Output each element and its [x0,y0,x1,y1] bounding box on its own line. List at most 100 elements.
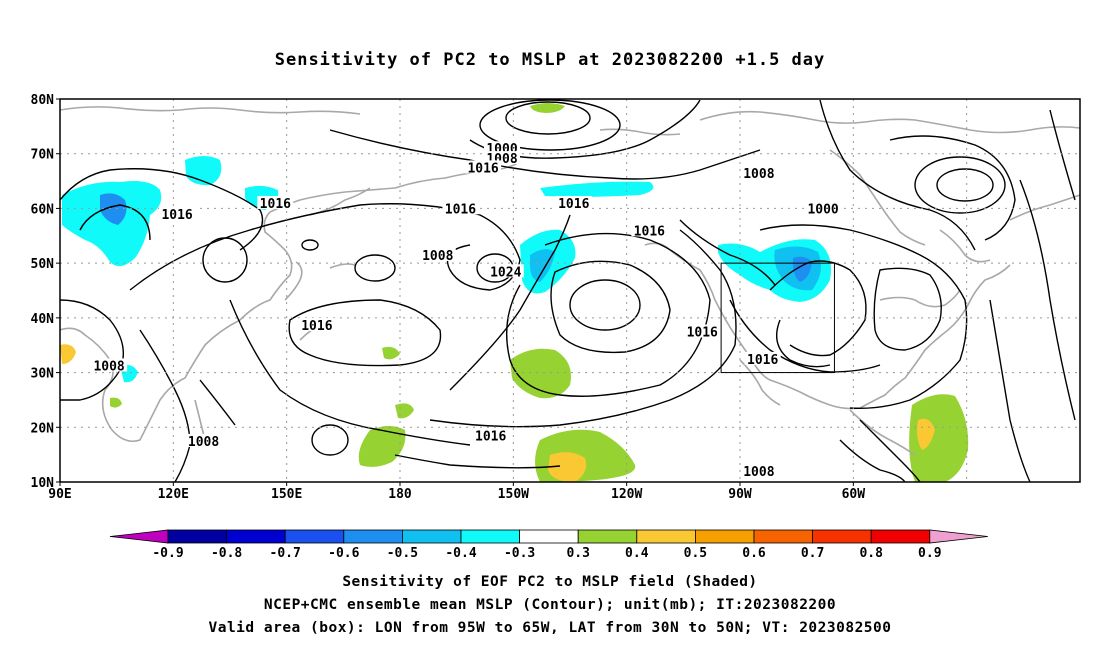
colorbar-label: -0.5 [387,546,418,561]
valid-area-box [720,262,835,374]
lat-tick-label: 30N [31,367,55,382]
contour-label-bg [555,195,592,209]
contour-label-bg [465,160,502,174]
colorbar-swatch [577,529,638,544]
lon-tick-label: 150E [271,487,302,502]
contour-label-bg [487,264,524,278]
contour-label: 1008 [188,435,219,450]
colorbar-swatch [226,529,286,544]
colorbar-arrow-right [929,529,988,544]
colorbar-swatch [284,529,345,544]
contour-label-bg [185,433,222,447]
colorbar-swatch [812,529,872,544]
caption-line-2: NCEP+CMC ensemble mean MSLP (Contour); u… [263,597,837,613]
contour-label: 1008 [743,167,774,182]
shade-patch-negative [530,249,555,282]
shade-patch-negative [540,181,654,197]
contour-label: 1000 [807,202,838,217]
contour-label: 1016 [161,208,192,223]
shade-patch-positive [395,403,414,419]
contour-label: 1008 [93,359,124,374]
colorbar-label: 0.7 [801,546,824,561]
contour-label-bg [631,223,668,237]
colorbar-swatch [870,529,931,544]
contour-label: 1016 [301,319,332,334]
colorbar-swatch [519,529,579,544]
colorbar-label: -0.4 [445,546,476,561]
contour-label-bg [472,428,509,442]
contour-label-bg [442,201,479,215]
contour-label: 1016 [634,224,665,239]
contour-label-bg [684,324,721,338]
colorbar-label: -0.9 [152,546,183,561]
colorbar-swatch [636,529,696,544]
colorbar-arrow-left [109,529,169,544]
contour-label: 1016 [260,197,291,212]
colorbar-swatch [753,529,813,544]
shade-patch-positive [382,346,400,360]
shade-patch-negative [62,181,162,267]
lon-tick-label: 90W [728,487,752,502]
lat-tick-label: 60N [31,202,55,217]
shade-patch-positive [909,394,969,482]
colorbar-label: -0.3 [504,546,535,561]
shade-patch-positive [917,418,935,450]
contour-label: 1016 [558,197,589,212]
colorbar-swatch [401,529,462,544]
colorbar-label: 0.4 [625,546,649,561]
contour-label: 1016 [467,161,498,176]
contour-label-bg [744,351,781,365]
latitude-axis: 80N 70N 60N 50N 40N 30N 20N 10N [31,93,60,491]
colorbar-swatch [343,529,403,544]
colorbar-label: 0.8 [859,546,883,561]
colorbar-label: 0.6 [742,546,766,561]
colorbar-swatch [460,529,520,544]
contour-label: 1008 [422,249,453,264]
colorbar-label: -0.7 [270,546,301,561]
caption-line-1: Sensitivity of EOF PC2 to MSLP field (Sh… [342,574,758,590]
shade-patch-positive [60,344,76,364]
lat-tick-label: 50N [31,257,55,272]
shade-patch-positive [358,426,406,467]
caption-line-3: Valid area (box): LON from 95W to 65W, L… [208,620,892,636]
lon-tick-label: 120W [611,487,642,502]
shade-patch-positive [510,348,571,399]
colorbar-swatch [167,529,227,544]
colorbar-label: 0.3 [566,546,589,561]
shade-patch-positive [530,103,565,113]
colorbar-label: -0.6 [328,546,359,561]
contour-label: 1024 [490,265,521,280]
lat-tick-label: 20N [31,421,55,436]
colorbar-label: 0.5 [684,546,707,561]
contour-label: 1016 [687,326,718,341]
shade-patch-positive [548,452,587,482]
contour-label-bg [257,195,294,209]
shade-patch-positive [110,397,122,408]
shade-patch-negative [100,193,127,225]
lat-tick-label: 70N [31,148,55,163]
lon-tick-label: 90E [48,487,71,502]
contour-label-bg [740,464,777,478]
contour-label-bg [805,201,842,215]
contour-label-bg [159,206,196,220]
lon-tick-label: 120E [158,487,189,502]
contour-label-bg [91,358,128,372]
colorbar: -0.9 -0.8 -0.7 -0.6 -0.5 -0.4 -0.3 0.3 0.4 0.5 0.6… [109,529,988,561]
lon-tick-label: 60W [842,487,866,502]
lat-tick-label: 10N [31,476,55,491]
contour-label: 1016 [747,353,778,368]
colorbar-label: -0.8 [211,546,242,561]
contour-label: 1016 [475,429,506,444]
lon-tick-label: 180 [388,487,412,502]
contour-label-bg [419,247,456,261]
chart-title: Sensitivity of PC2 to MSLP at 2023082200… [274,50,826,70]
lat-tick-label: 40N [31,312,55,327]
longitude-axis: 90E 120E 150E 180 150W 120W 90W 60W [48,482,865,502]
grid-lines [60,99,1080,482]
contour-labels: 1000100810161016100810001016101610161016… [91,141,842,480]
contour-label-bg [298,317,335,331]
contour-label: 1016 [445,202,476,217]
contour-label: 1008 [743,465,774,480]
lon-tick-label: 150W [498,487,529,502]
lat-tick-label: 80N [31,93,55,108]
